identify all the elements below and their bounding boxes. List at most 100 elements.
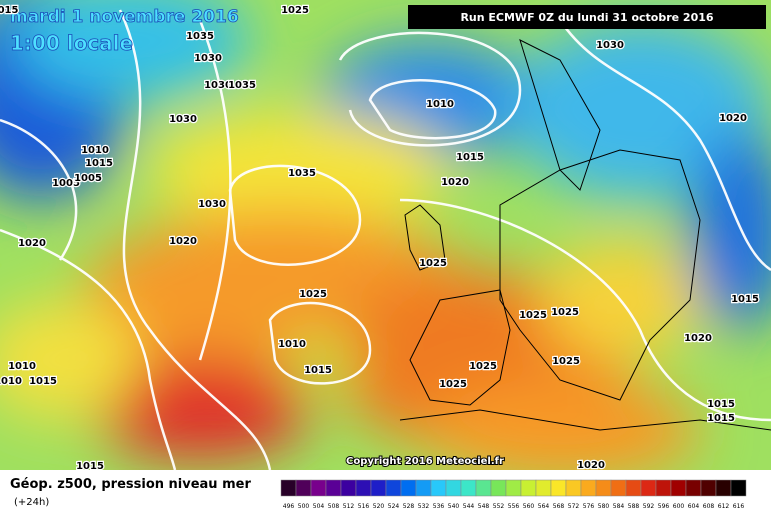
isobar-label: 1035 <box>186 31 214 42</box>
scale-swatch <box>535 479 552 497</box>
scale-swatch <box>445 479 462 497</box>
scale-swatch <box>370 479 387 497</box>
scale-swatch <box>625 479 642 497</box>
scale-swatch <box>325 479 342 497</box>
isobar-label: 1010 <box>8 361 36 372</box>
scale-swatch <box>385 479 402 497</box>
isobar-label: 1015 <box>456 152 484 163</box>
scale-swatch <box>415 479 432 497</box>
scale-swatch <box>355 479 372 497</box>
isobar-label: 1035 <box>288 168 316 179</box>
isobar-label: 1025 <box>281 5 309 16</box>
color-scale: 496 500 504 508 512 516 520 524 528 532 536 540 544 5… <box>280 479 747 510</box>
scale-swatch <box>700 479 717 497</box>
copyright: Copyright 2016 Meteociel.fr <box>346 456 504 467</box>
scale-swatch <box>595 479 612 497</box>
scale-swatch <box>580 479 597 497</box>
isobar-label: 1010 <box>426 99 454 110</box>
scale-swatch <box>280 479 297 497</box>
scale-label: 560 <box>523 503 535 510</box>
scale-label: 600 <box>673 503 685 510</box>
scale-label: 576 <box>583 503 595 510</box>
scale-label: 496 <box>283 503 295 510</box>
scale-swatch <box>655 479 672 497</box>
isobar-label: 1010 <box>0 376 22 387</box>
scale-label: 508 <box>328 503 340 510</box>
scale-swatch <box>610 479 627 497</box>
scale-label: 500 <box>298 503 310 510</box>
scale-swatch <box>550 479 567 497</box>
isobar-label: 1015 <box>76 461 104 472</box>
isobar-label: 1010 <box>81 145 109 156</box>
scale-label: 528 <box>403 503 415 510</box>
scale-swatch <box>295 479 312 497</box>
isobar-label: 1015 <box>29 376 57 387</box>
isobar-label: 1030 <box>204 80 232 91</box>
scale-label: 544 <box>463 503 475 510</box>
scale-label: 532 <box>418 503 430 510</box>
isobar-label: 1020 <box>441 177 469 188</box>
isobars <box>0 9 771 470</box>
isobar-label: 1020 <box>169 236 197 247</box>
isobar-label: 1020 <box>577 460 605 471</box>
isobar-label: 1035 <box>228 80 256 91</box>
isobar-label: 1025 <box>469 361 497 372</box>
map-field <box>0 0 771 470</box>
scale-label: 516 <box>358 503 370 510</box>
isobar-label: 1010 <box>278 339 306 350</box>
scale-label: 612 <box>718 503 730 510</box>
isobar-label: 1015 <box>707 399 735 410</box>
scale-swatch <box>340 479 357 497</box>
isobar-label: 015 <box>0 5 18 16</box>
scale-swatch <box>475 479 492 497</box>
isobar-label: 1015 <box>731 294 759 305</box>
isobar-label: 1015 <box>85 158 113 169</box>
scale-swatch <box>715 479 732 497</box>
scale-label: 568 <box>553 503 565 510</box>
scale-label: 572 <box>568 503 580 510</box>
scale-swatch <box>430 479 447 497</box>
run-label: Run ECMWF 0Z du lundi 31 octobre 2016 <box>460 11 713 24</box>
isobar-label: 1025 <box>439 379 467 390</box>
scale-swatch <box>640 479 657 497</box>
isobar-label: 1030 <box>194 53 222 64</box>
scale-swatch <box>730 479 747 497</box>
isobar-label: 1025 <box>551 307 579 318</box>
scale-swatch <box>400 479 417 497</box>
scale-label: 588 <box>628 503 640 510</box>
scale-label: 592 <box>643 503 655 510</box>
footer-title: Géop. z500, pression niveau mer <box>10 477 251 492</box>
scale-label: 596 <box>658 503 670 510</box>
isobar-label: 1025 <box>419 258 447 269</box>
scale-label: 616 <box>733 503 745 510</box>
isobar-label: 1025 <box>552 356 580 367</box>
scale-label: 556 <box>508 503 520 510</box>
scale-label: 608 <box>703 503 715 510</box>
scale-swatch <box>685 479 702 497</box>
footer-lead: (+24h) <box>14 497 49 508</box>
scale-swatch <box>490 479 507 497</box>
scale-swatch <box>310 479 327 497</box>
time-label: 1:00 locale <box>10 31 133 55</box>
isobar-label: 1015 <box>304 365 332 376</box>
scale-swatch <box>505 479 522 497</box>
scale-label: 548 <box>478 503 490 510</box>
run-box <box>408 5 766 29</box>
coastlines <box>399 39 771 431</box>
isobar-label: 1015 <box>707 413 735 424</box>
scale-label: 540 <box>448 503 460 510</box>
date-label: mardi 1 novembre 2016 <box>10 7 239 27</box>
isobar-label: 1025 <box>299 289 327 300</box>
scale-swatch <box>565 479 582 497</box>
scale-label: 580 <box>598 503 610 510</box>
scale-swatch <box>520 479 537 497</box>
scale-label: 524 <box>388 503 400 510</box>
scale-swatch <box>670 479 687 497</box>
isobar-label: 1030 <box>596 40 624 51</box>
isobar-label: 1020 <box>719 113 747 124</box>
scale-label: 512 <box>343 503 355 510</box>
isobar-label: 1005 <box>74 173 102 184</box>
isobar-label: 1020 <box>684 333 712 344</box>
isobar-labels: 015 1025103510301030103510301010103010151… <box>0 4 760 474</box>
